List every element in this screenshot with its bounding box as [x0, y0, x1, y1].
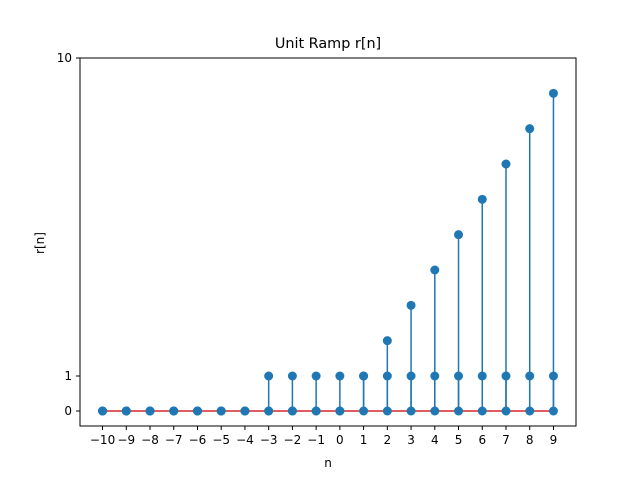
stem-marker [264, 406, 274, 416]
stem-marker [382, 406, 392, 416]
stem-marker [525, 371, 535, 381]
x-tick-label: −5 [212, 433, 230, 447]
x-tick-label: 7 [502, 433, 510, 447]
x-tick-label: −6 [189, 433, 207, 447]
stem-marker [477, 406, 487, 416]
axes-frame [79, 57, 577, 427]
y-tick-label: 1 [64, 369, 72, 383]
stem-marker [382, 371, 392, 381]
stem-marker [477, 194, 487, 204]
stem-marker [477, 371, 487, 381]
x-tick-label: −10 [90, 433, 115, 447]
stem-marker [430, 406, 440, 416]
x-tick-label: 8 [526, 433, 534, 447]
stem-marker [548, 406, 558, 416]
stem-marker [406, 371, 416, 381]
stem-marker [311, 406, 321, 416]
stem-marker [525, 406, 535, 416]
y-axis-label: r[n] [33, 232, 47, 254]
stem-marker [454, 371, 464, 381]
x-tick-label: −7 [165, 433, 183, 447]
y-tick-label: 10 [57, 51, 72, 65]
x-tick-label: −4 [236, 433, 254, 447]
stem-marker [216, 406, 226, 416]
stem-marker [335, 371, 345, 381]
x-tick-label: 0 [336, 433, 344, 447]
x-tick-label: 1 [360, 433, 368, 447]
stem-marker [501, 406, 511, 416]
y-tick-label: 0 [64, 404, 72, 418]
x-tick-label: −9 [117, 433, 135, 447]
x-tick-label: −3 [260, 433, 278, 447]
stem-marker [287, 371, 297, 381]
stem-marker [264, 371, 274, 381]
stem-marker [548, 88, 558, 98]
stem-marker [525, 124, 535, 134]
x-tick-label: 6 [478, 433, 486, 447]
x-tick-label: 5 [455, 433, 463, 447]
x-axis-label: n [324, 456, 332, 470]
x-tick-label: 9 [550, 433, 558, 447]
stem-marker [430, 265, 440, 275]
stem-marker [169, 406, 179, 416]
x-tick-label: −8 [141, 433, 159, 447]
stem-marker [192, 406, 202, 416]
stem-marker [382, 336, 392, 346]
stem-marker [98, 406, 108, 416]
stem-marker [145, 406, 155, 416]
stem-marker [548, 371, 558, 381]
stem-marker [240, 406, 250, 416]
stem-marker [454, 230, 464, 240]
x-tick-label: 3 [407, 433, 415, 447]
stem-marker [335, 406, 345, 416]
stem-marker [501, 159, 511, 169]
x-tick-label: −1 [307, 433, 325, 447]
stem-marker [359, 406, 369, 416]
stem-marker [287, 406, 297, 416]
x-tick-label: 4 [431, 433, 439, 447]
stem-marker [121, 406, 131, 416]
stem-marker [406, 300, 416, 310]
x-tick-label: 2 [384, 433, 392, 447]
stem-marker [501, 371, 511, 381]
stem-marker [359, 371, 369, 381]
x-tick-label: −2 [284, 433, 302, 447]
stem-marker [430, 371, 440, 381]
chart-title: Unit Ramp r[n] [275, 36, 381, 52]
stem-marker [311, 371, 321, 381]
stem-marker [406, 406, 416, 416]
stem-marker [454, 406, 464, 416]
